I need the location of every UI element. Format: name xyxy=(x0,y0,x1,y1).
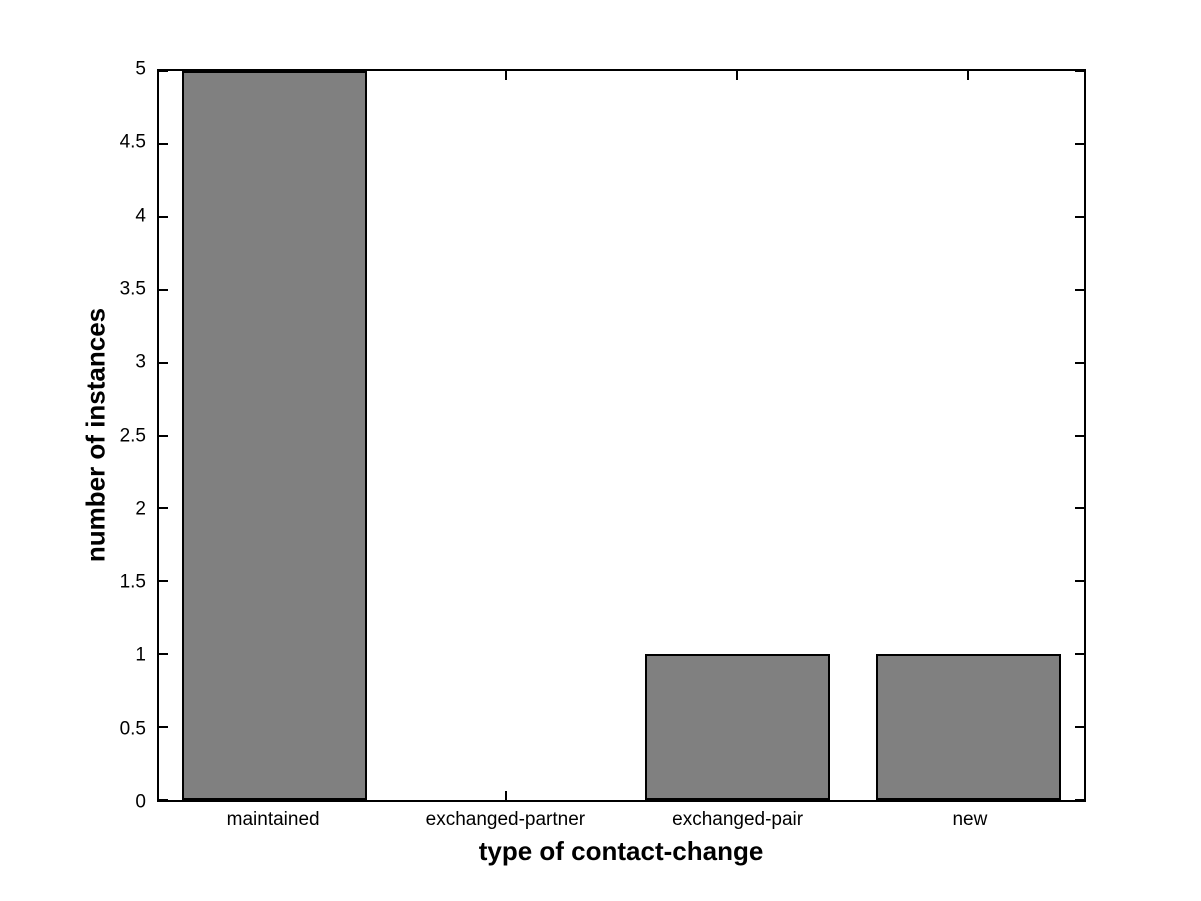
x-tick-mark xyxy=(736,71,739,80)
x-tick-label: exchanged-partner xyxy=(425,809,586,830)
y-tick-mark xyxy=(159,288,168,291)
plot-area xyxy=(157,69,1086,802)
bar-maintained xyxy=(182,71,368,800)
y-tick-mark xyxy=(159,70,168,72)
y-tick-label: 0 xyxy=(135,791,146,813)
y-tick-mark xyxy=(1075,142,1084,145)
y-tick-mark xyxy=(159,434,168,437)
y-tick-mark xyxy=(1075,288,1084,291)
y-tick-label: 4.5 xyxy=(119,131,146,153)
x-tick-mark xyxy=(504,791,507,800)
y-tick-mark xyxy=(1075,653,1084,656)
y-tick-label: 1.5 xyxy=(119,571,146,593)
y-tick-mark xyxy=(159,726,168,729)
y-tick-label: 4 xyxy=(135,205,146,227)
bar-new xyxy=(875,654,1061,800)
bar-exchanged-pair xyxy=(644,654,830,800)
y-tick-mark xyxy=(1075,434,1084,437)
y-tick-label: 0.5 xyxy=(119,718,146,740)
y-tick-mark xyxy=(1075,726,1084,729)
y-tick-mark xyxy=(159,799,168,801)
y-tick-mark xyxy=(1075,580,1084,583)
x-tick-label: new xyxy=(952,809,988,830)
y-tick-label: 1 xyxy=(135,644,146,666)
y-tick-mark xyxy=(159,361,168,364)
y-tick-mark xyxy=(1075,70,1084,72)
y-tick-label: 2 xyxy=(135,498,146,520)
y-tick-label: 5 xyxy=(135,58,146,80)
y-tick-mark xyxy=(159,580,168,583)
y-tick-label: 2.5 xyxy=(119,425,146,446)
y-tick-mark xyxy=(159,142,168,145)
x-tick-label: exchanged-pair xyxy=(672,809,804,830)
y-tick-mark xyxy=(1075,361,1084,364)
y-tick-mark xyxy=(159,507,168,510)
y-tick-mark xyxy=(159,215,168,218)
y-tick-label: 3 xyxy=(135,351,146,373)
x-tick-label: maintained xyxy=(226,809,320,830)
y-tick-mark xyxy=(1075,799,1084,801)
x-tick-mark xyxy=(504,71,507,80)
y-tick-mark xyxy=(1075,507,1084,510)
y-tick-mark xyxy=(1075,215,1084,218)
y-tick-mark xyxy=(159,653,168,656)
y-tick-label: 3.5 xyxy=(119,278,146,300)
x-tick-mark xyxy=(967,71,970,80)
x-axis-label: type of contact-change xyxy=(478,836,764,866)
